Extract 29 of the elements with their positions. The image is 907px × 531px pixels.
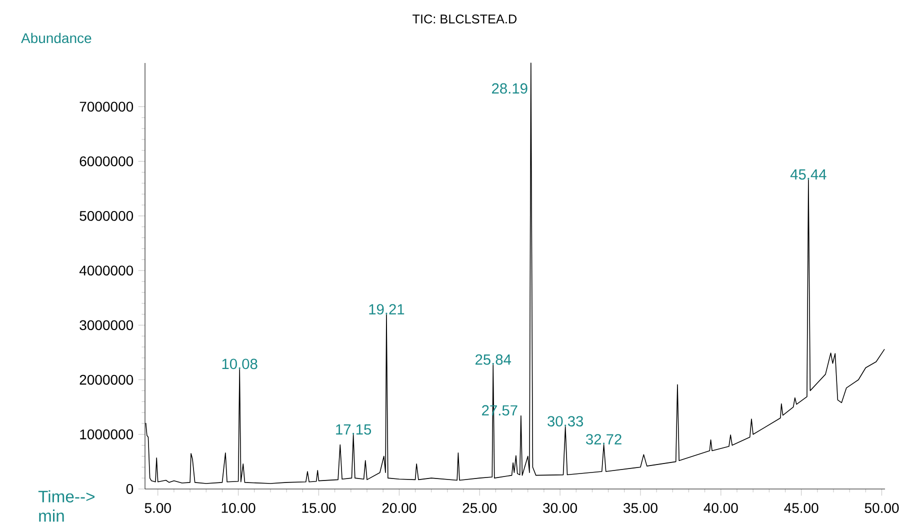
chart-title: TIC: BLCLSTEA.D [412, 14, 517, 24]
annotation: 10.08 [222, 358, 258, 370]
y-tick-label: 0 [126, 484, 134, 494]
annotation: 45.44 [790, 169, 826, 180]
y-tick-label: 6000000 [80, 156, 134, 166]
y-axis-title: Abundance [21, 32, 92, 44]
y-tick-label: 4000000 [79, 266, 134, 276]
x-tick-label: 45.00 [784, 503, 818, 513]
y-tick-label: 5000000 [80, 210, 134, 221]
x-tick-label: 25.00 [462, 503, 497, 513]
annotation: 19.21 [369, 304, 404, 315]
x-axis-title: Time--> min [38, 490, 94, 522]
y-tick-label: 7000000 [80, 102, 134, 112]
y-tick-label: 1000000 [80, 429, 134, 440]
annotation: 28.19 [492, 83, 528, 94]
annotation: 32.72 [586, 434, 622, 444]
annotation: 25.84 [476, 354, 512, 365]
x-tick-label: 20.00 [382, 503, 416, 513]
annotation: 17.15 [336, 424, 372, 435]
x-tick-label: 50.00 [864, 503, 899, 513]
x-tick-label: 35.00 [623, 503, 658, 513]
x-tick-label: 10.00 [222, 503, 256, 513]
y-tick-label: 2000000 [80, 374, 134, 385]
x-tick-label: 15.00 [302, 503, 336, 513]
annotation: 30.33 [548, 416, 584, 426]
x-tick-label: 5.00 [144, 503, 171, 513]
y-tick-label: 3000000 [80, 320, 134, 330]
x-tick-label: 40.00 [704, 503, 738, 513]
x-tick-label: 30.00 [543, 503, 578, 513]
